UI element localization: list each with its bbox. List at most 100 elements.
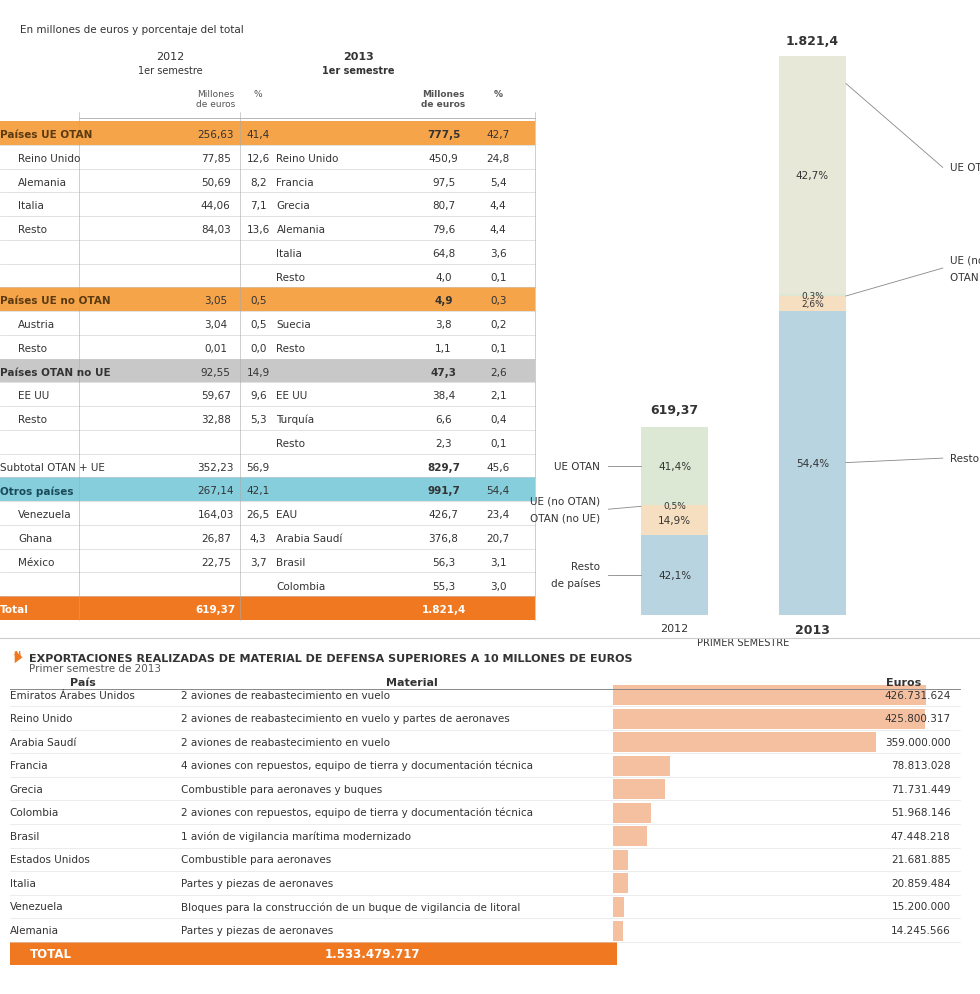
Text: Subtotal OTAN + UE: Subtotal OTAN + UE [0,462,105,472]
Text: 26,5: 26,5 [247,510,270,520]
Text: EE UU: EE UU [276,391,308,401]
Text: Italia: Italia [10,878,35,888]
Text: 777,5: 777,5 [427,130,461,140]
Text: 24,8: 24,8 [487,154,510,164]
Text: 38,4: 38,4 [432,391,455,401]
Text: 77,85: 77,85 [201,154,230,164]
Text: 3,04: 3,04 [204,320,227,330]
Text: Alemania: Alemania [276,225,325,235]
Text: 0,1: 0,1 [490,344,507,354]
Text: 41,4%: 41,4% [658,461,691,471]
Text: 3,1: 3,1 [490,558,507,568]
Text: Venezuela: Venezuela [10,902,64,911]
Text: 4 aviones con repuestos, equipo de tierra y documentación técnica: 4 aviones con repuestos, equipo de tierr… [181,760,533,770]
Text: %: % [494,89,503,98]
Bar [779,311,846,615]
Text: PRIMER SEMESTRE: PRIMER SEMESTRE [698,637,790,647]
Text: 2,6: 2,6 [490,368,507,378]
Text: 619,37: 619,37 [651,404,699,416]
Text: Venezuela: Venezuela [19,510,72,520]
Text: 0,2: 0,2 [490,320,507,330]
Text: UE (no OTAN): UE (no OTAN) [530,496,600,506]
Text: 0,4: 0,4 [490,414,507,424]
Bar [612,686,926,706]
Text: 9,6: 9,6 [250,391,267,401]
Text: 55,3: 55,3 [432,580,455,590]
Text: 64,8: 64,8 [432,248,455,258]
Text: Colombia: Colombia [276,580,325,590]
Text: Arabia Saudí: Arabia Saudí [276,534,343,544]
Text: UE OTAN: UE OTAN [951,163,980,173]
Text: Material: Material [386,678,437,688]
Text: Italia: Italia [19,201,44,211]
Text: 56,9: 56,9 [247,462,270,472]
Text: 1.821,4: 1.821,4 [421,604,465,614]
Text: Otros países: Otros países [0,486,74,496]
Text: 32,88: 32,88 [201,414,230,424]
Bar [779,296,846,311]
Text: %: % [254,89,263,98]
Text: Emiratos Árabes Unidos: Emiratos Árabes Unidos [10,690,134,700]
Text: UE OTAN: UE OTAN [555,461,600,471]
Text: 2 aviones de reabastecimiento en vuelo: 2 aviones de reabastecimiento en vuelo [181,690,390,700]
Text: 15.200.000: 15.200.000 [892,902,951,911]
Text: 14,9: 14,9 [247,368,270,378]
Text: Alemania: Alemania [19,177,68,188]
Text: de países: de países [551,579,600,588]
Text: 3,6: 3,6 [490,248,507,258]
Text: 23,4: 23,4 [487,510,510,520]
Bar [641,507,709,535]
Text: 20,7: 20,7 [487,534,510,544]
Text: Países OTAN no UE: Países OTAN no UE [0,368,111,378]
Text: 50,69: 50,69 [201,177,230,188]
Bar [612,874,628,894]
Text: 2 aviones con repuestos, equipo de tierra y documentación técnica: 2 aviones con repuestos, equipo de tierr… [181,807,533,818]
Text: 59,67: 59,67 [201,391,230,401]
Text: Combustible para aeronaves: Combustible para aeronaves [181,855,331,865]
Text: 42,1: 42,1 [247,486,270,496]
Text: Millones
de euros: Millones de euros [196,89,235,109]
Text: 56,3: 56,3 [432,558,455,568]
Text: País: País [71,678,96,688]
Bar [612,779,665,799]
Text: Brasil: Brasil [276,558,306,568]
Text: 376,8: 376,8 [428,534,459,544]
Bar [612,803,651,823]
Text: 79,6: 79,6 [432,225,455,235]
Text: Resto: Resto [276,272,306,282]
Text: Francia: Francia [276,177,314,188]
Text: 42,7%: 42,7% [796,171,829,181]
Text: Primer semestre de 2013: Primer semestre de 2013 [29,664,162,674]
Text: 21.681.885: 21.681.885 [891,855,951,865]
Text: 26,87: 26,87 [201,534,230,544]
Text: 0,5: 0,5 [250,296,267,306]
Text: 22,75: 22,75 [201,558,230,568]
Text: Países UE no OTAN: Países UE no OTAN [0,296,111,306]
Text: 1er semestre: 1er semestre [138,67,203,77]
Text: 1.821,4: 1.821,4 [786,35,839,48]
Text: Ghana: Ghana [19,534,52,544]
Text: Austria: Austria [19,320,55,330]
Text: Resto de países: Resto de países [951,453,980,464]
FancyBboxPatch shape [0,288,535,312]
Text: 0,3: 0,3 [490,296,507,306]
Text: Partes y piezas de aeronaves: Partes y piezas de aeronaves [181,925,333,935]
Text: Colombia: Colombia [10,807,59,817]
Text: 6,6: 6,6 [435,414,452,424]
Text: En millones de euros y porcentaje del total: En millones de euros y porcentaje del to… [20,25,243,35]
Text: Grecia: Grecia [10,784,43,794]
Text: Resto: Resto [276,438,306,448]
Text: 450,9: 450,9 [428,154,459,164]
Text: Brasil: Brasil [10,831,39,841]
Text: OTAN (no UE): OTAN (no UE) [951,272,980,282]
Bar [612,756,670,776]
Bar [612,897,623,917]
Text: 8,2: 8,2 [250,177,267,188]
Text: 0,1: 0,1 [490,272,507,282]
Bar [641,427,709,506]
Text: 0,01: 0,01 [204,344,227,354]
Text: 359.000.000: 359.000.000 [885,737,951,746]
Text: TOTAL: TOTAL [29,947,72,960]
Text: 2013: 2013 [795,623,830,636]
Text: Turquía: Turquía [276,414,315,425]
